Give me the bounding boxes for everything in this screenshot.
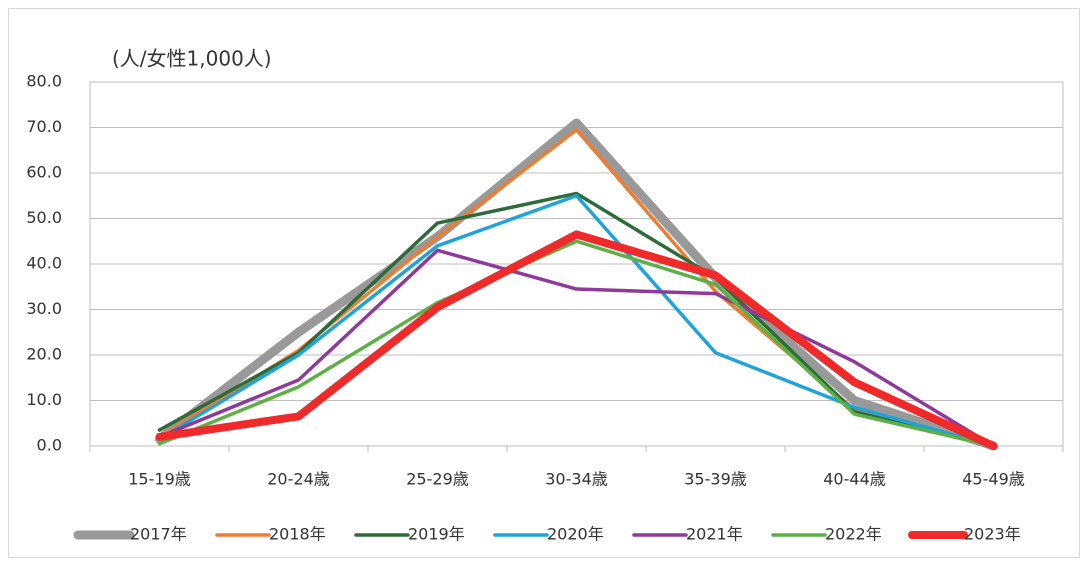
series-line: [157, 248, 996, 448]
x-tick-label: 40-44歳: [823, 470, 886, 489]
x-tick-label: 20-24歳: [267, 470, 330, 489]
x-tick-label: 25-29歳: [406, 470, 469, 489]
y-tick-label: 70.0: [26, 117, 62, 136]
legend-label: 2017年: [130, 525, 187, 544]
y-tick-label: 40.0: [26, 254, 62, 273]
y-axis-label: (人/女性1,000人): [112, 47, 272, 71]
legend-label: 2021年: [686, 525, 743, 544]
legend-label: 2022年: [825, 525, 882, 544]
frame: [8, 8, 1080, 558]
series-line: [155, 118, 998, 451]
legend-label: 2018年: [269, 525, 326, 544]
y-tick-label: 10.0: [26, 390, 62, 409]
legend-label: 2019年: [408, 525, 465, 544]
series-line: [157, 194, 996, 448]
legend-label: 2023年: [964, 525, 1021, 544]
x-tick-label: 15-19歳: [128, 470, 191, 489]
series-line: [157, 239, 996, 448]
x-tick-label: 45-49歳: [962, 470, 1025, 489]
y-tick-label: 20.0: [26, 345, 62, 364]
plot-border: [89, 81, 1064, 447]
x-tick-label: 30-34歳: [545, 470, 608, 489]
y-tick-label: 50.0: [26, 208, 62, 227]
y-tick-label: 80.0: [26, 72, 62, 91]
x-tick-label: 35-39歳: [684, 470, 747, 489]
series-line: [155, 230, 998, 450]
y-tick-label: 60.0: [26, 163, 62, 182]
y-tick-label: 0.0: [37, 436, 62, 455]
y-tick-label: 30.0: [26, 299, 62, 318]
legend-label: 2020年: [547, 525, 604, 544]
